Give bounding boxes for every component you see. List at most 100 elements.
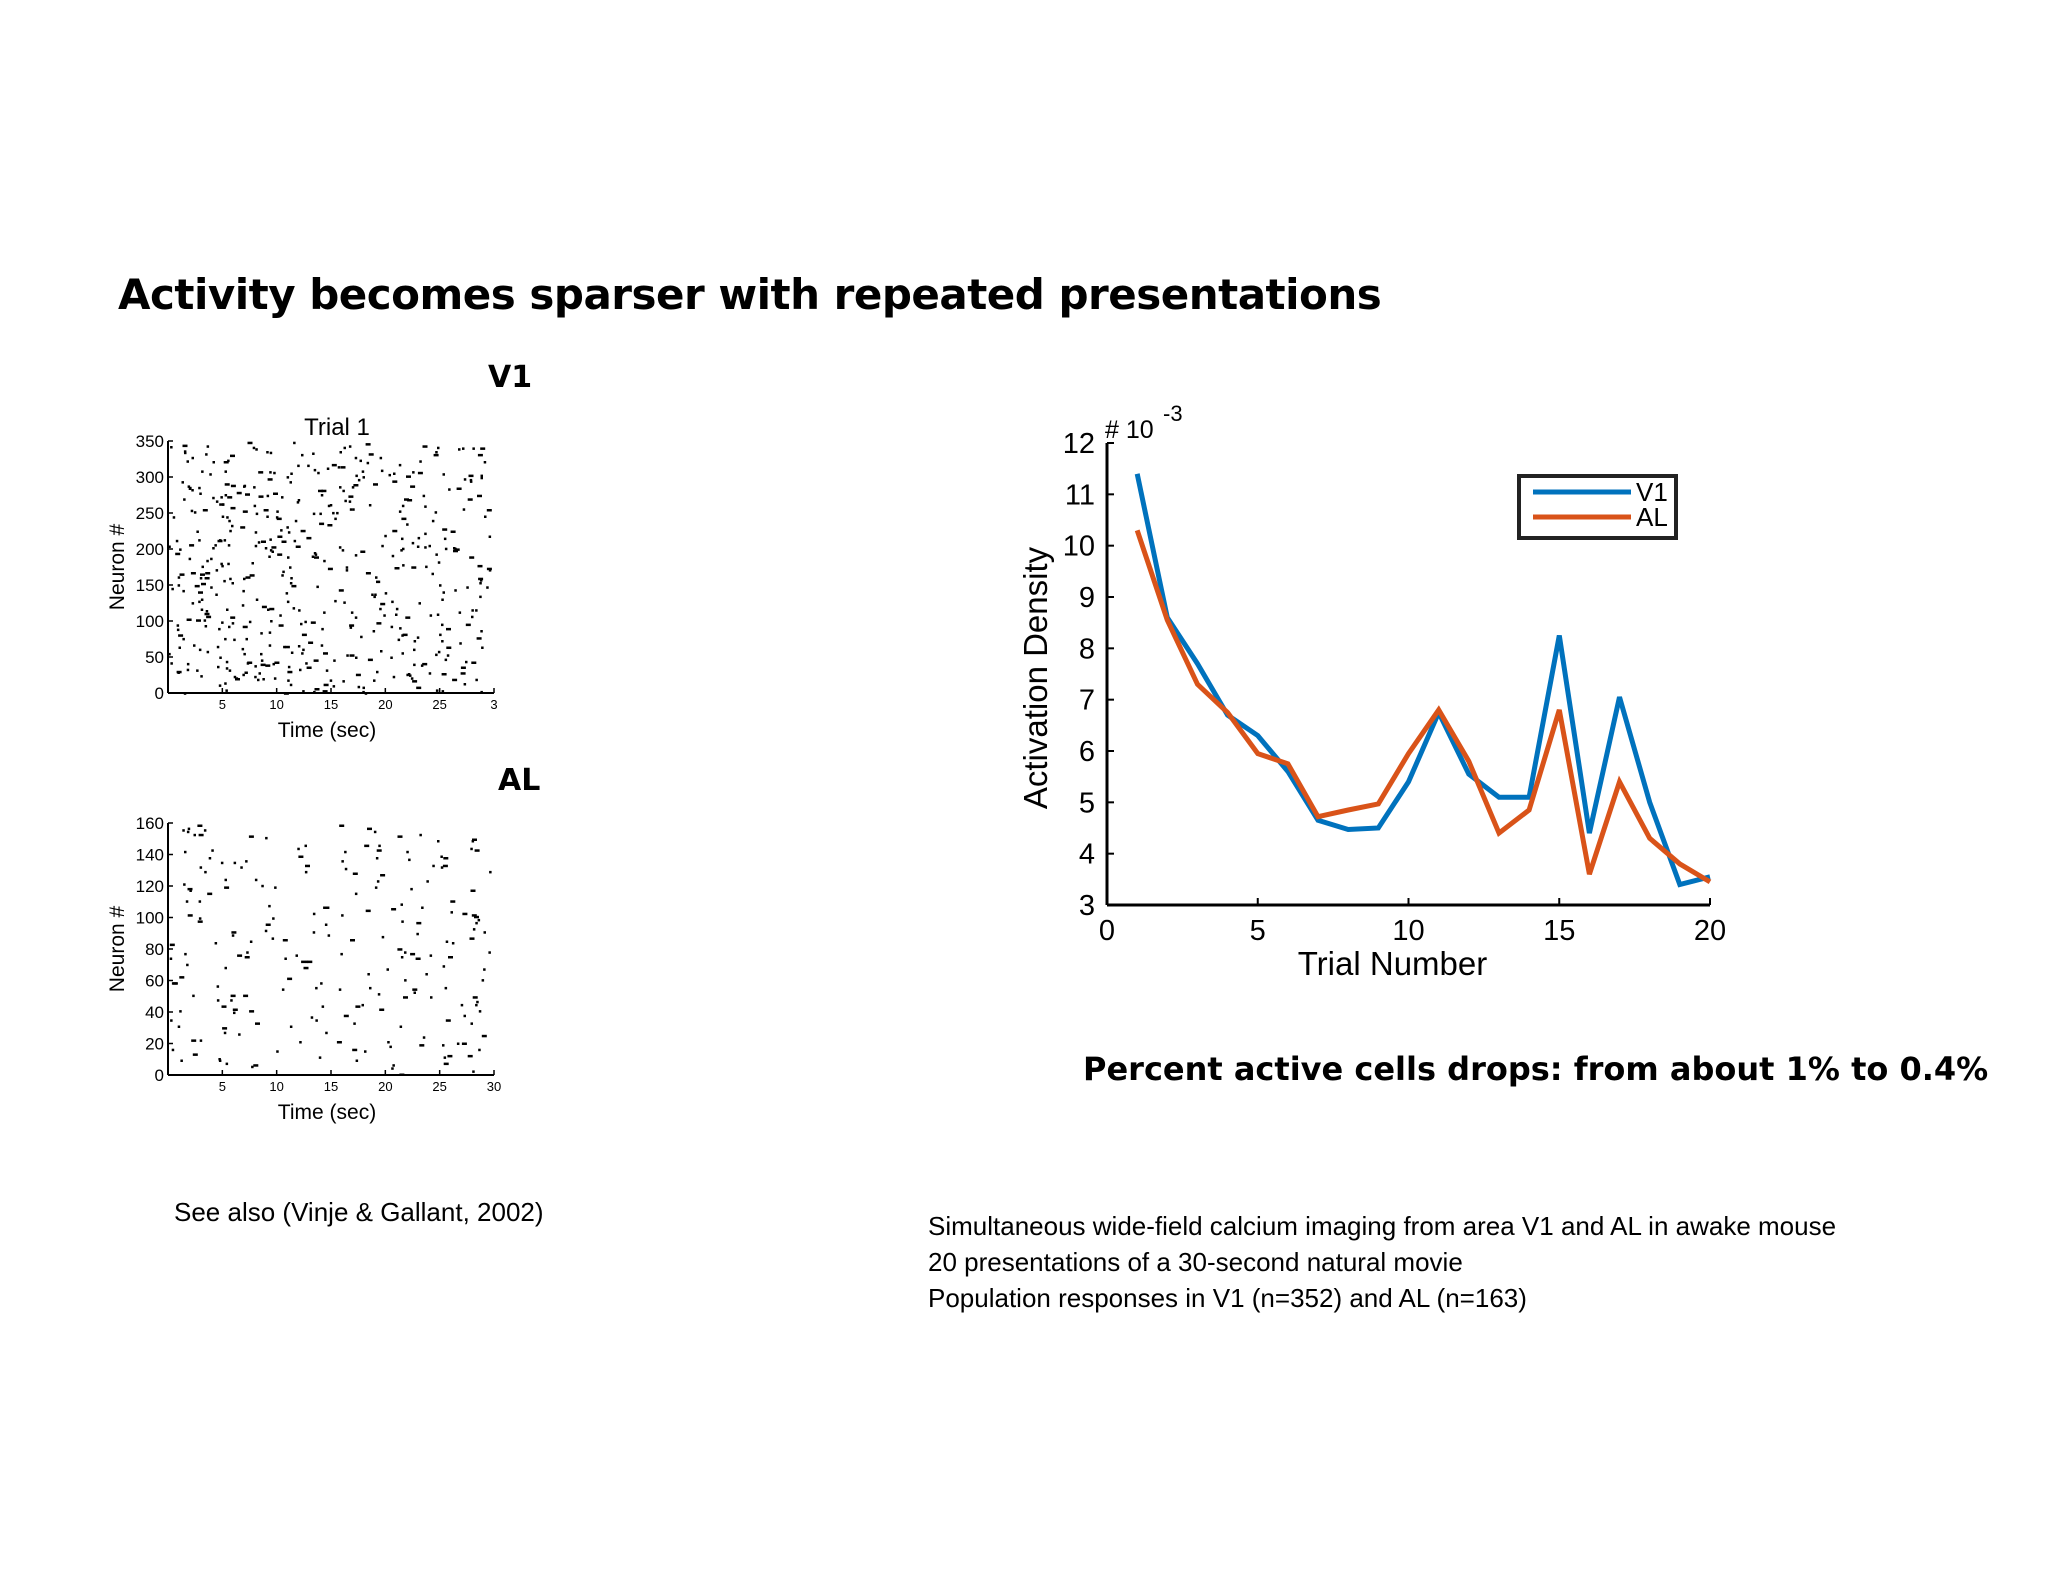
spike-mark — [348, 445, 352, 448]
spike-mark — [267, 478, 273, 481]
spike-mark — [318, 489, 323, 493]
spike-mark — [453, 549, 458, 553]
spike-mark — [212, 461, 215, 464]
spike-mark — [456, 487, 462, 490]
spike-mark — [460, 666, 466, 669]
spike-mark — [458, 611, 462, 614]
spike-mark — [392, 675, 396, 679]
spike-mark — [286, 526, 289, 529]
reference-note: See also (Vinje & Gallant, 2002) — [174, 1197, 544, 1227]
spike-mark — [269, 607, 275, 611]
spike-mark — [287, 679, 290, 682]
raster-x-tick-label: 3 — [490, 697, 497, 712]
spike-mark — [218, 1058, 221, 1061]
spike-mark — [216, 985, 220, 988]
spike-mark — [319, 522, 325, 526]
spike-mark — [346, 654, 349, 657]
spike-mark — [327, 934, 331, 937]
spike-mark — [271, 550, 274, 553]
spike-mark — [196, 669, 199, 672]
spike-mark — [193, 644, 196, 647]
spike-mark — [333, 659, 336, 662]
spike-mark — [221, 515, 225, 518]
spike-mark — [442, 864, 448, 868]
spike-mark — [400, 956, 404, 959]
spike-mark — [184, 451, 187, 455]
spike-mark — [199, 866, 203, 869]
spike-mark — [465, 623, 471, 627]
spike-mark — [360, 550, 366, 553]
spike-mark — [416, 932, 419, 936]
spike-mark — [416, 545, 420, 548]
spike-mark — [481, 979, 485, 982]
spike-mark — [233, 861, 237, 865]
spike-mark — [446, 627, 451, 631]
spike-mark — [313, 690, 316, 694]
spike-mark — [401, 634, 404, 637]
spike-mark — [424, 505, 427, 508]
spike-mark — [376, 670, 379, 674]
spike-mark — [450, 911, 453, 914]
spike-mark — [488, 535, 492, 538]
spike-mark — [300, 622, 303, 626]
spike-mark — [406, 850, 409, 854]
spike-mark — [242, 510, 248, 513]
spike-mark — [200, 573, 205, 576]
chart-y-tick-label: 11 — [1065, 479, 1095, 511]
spike-mark — [338, 546, 342, 549]
chart-y-tick-label: 4 — [1079, 839, 1095, 871]
spike-mark — [341, 914, 344, 917]
spike-mark — [215, 569, 219, 572]
spike-mark — [233, 675, 237, 679]
spike-mark — [466, 586, 469, 589]
spike-mark — [426, 880, 429, 883]
description-line: Population responses in V1 (n=352) and A… — [928, 1283, 1527, 1313]
spike-mark — [177, 1025, 181, 1028]
spike-mark — [437, 650, 441, 654]
spike-mark — [380, 874, 386, 877]
spike-mark — [404, 498, 409, 501]
spike-mark — [225, 689, 228, 692]
spike-mark — [177, 576, 181, 579]
spike-mark — [469, 478, 473, 482]
spike-mark — [243, 652, 246, 656]
spike-mark — [281, 574, 284, 577]
spike-mark — [418, 602, 421, 605]
spike-mark — [421, 906, 424, 909]
spike-mark — [271, 937, 275, 940]
spike-mark — [230, 454, 235, 458]
spike-mark — [225, 660, 229, 664]
spike-mark — [435, 653, 438, 657]
spike-mark — [478, 1010, 482, 1013]
raster-title: Trial 1 — [304, 414, 370, 441]
spike-mark — [481, 1034, 487, 1038]
spike-mark — [198, 900, 202, 903]
chart-x-tick-label: 0 — [1099, 915, 1115, 947]
spike-mark — [425, 565, 428, 569]
spike-mark — [441, 690, 445, 693]
raster-x-tick-label: 25 — [432, 1079, 446, 1094]
spike-mark — [272, 917, 275, 920]
spike-mark — [327, 567, 333, 571]
spike-mark — [301, 960, 307, 964]
spike-mark — [444, 986, 448, 990]
spike-mark — [441, 598, 444, 601]
spike-mark — [241, 647, 245, 651]
spike-mark — [422, 445, 428, 448]
spike-mark — [253, 1064, 259, 1067]
spike-mark — [387, 1041, 390, 1044]
spike-mark — [384, 592, 388, 595]
spike-mark — [469, 480, 473, 483]
spike-mark — [452, 678, 458, 682]
spike-mark — [200, 608, 204, 611]
spike-mark — [222, 1027, 228, 1030]
spike-mark — [199, 577, 203, 580]
spike-mark — [245, 576, 251, 579]
spike-mark — [321, 1005, 325, 1008]
spike-mark — [228, 519, 231, 523]
spike-mark — [282, 570, 285, 574]
spike-mark — [289, 566, 292, 569]
spike-mark — [462, 447, 465, 450]
spike-mark — [475, 609, 478, 612]
spike-mark — [184, 952, 187, 956]
